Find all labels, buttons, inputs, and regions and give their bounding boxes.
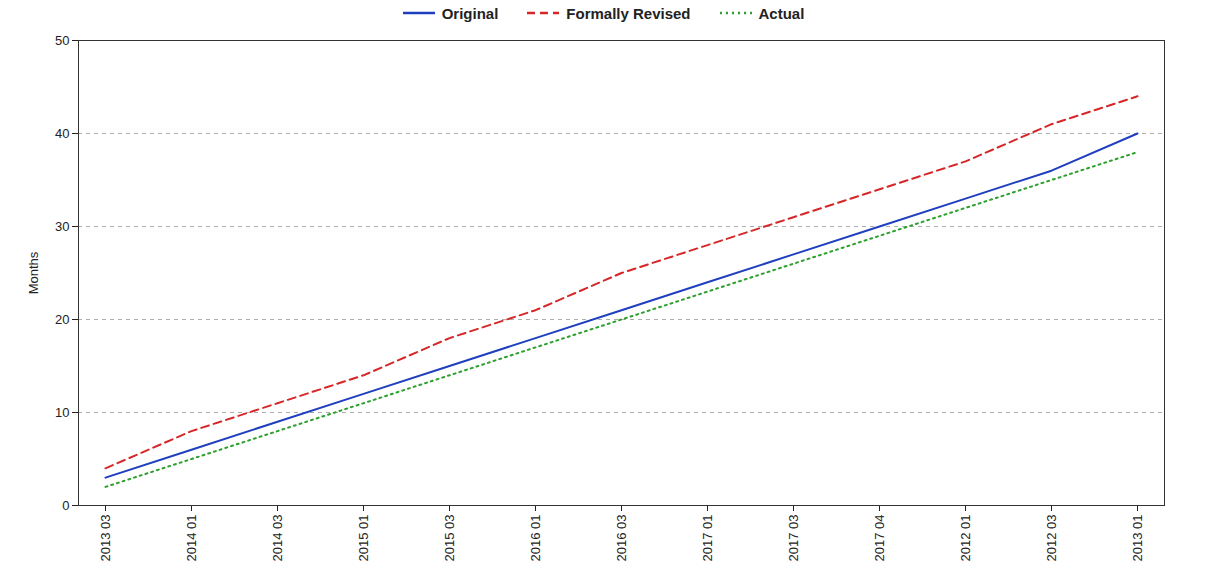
svg-text:Months: Months <box>26 251 41 294</box>
svg-text:2014 01: 2014 01 <box>184 515 199 562</box>
svg-text:2015 03: 2015 03 <box>442 515 457 562</box>
svg-text:2017 04: 2017 04 <box>872 515 887 562</box>
svg-text:2017 03: 2017 03 <box>786 515 801 562</box>
svg-text:2012 01: 2012 01 <box>958 515 973 562</box>
svg-text:10: 10 <box>55 405 69 420</box>
svg-text:2015 01: 2015 01 <box>356 515 371 562</box>
svg-text:2016 03: 2016 03 <box>614 515 629 562</box>
html-text:Formally Revised: Formally Revised <box>566 4 691 22</box>
svg-text:2012 03: 2012 03 <box>1044 515 1059 562</box>
html-text:Original: Original <box>441 4 499 22</box>
svg-text:40: 40 <box>55 126 69 141</box>
svg-text:20: 20 <box>55 312 69 327</box>
svg-text:2013 01: 2013 01 <box>1130 515 1145 562</box>
svg-text:2014 03: 2014 03 <box>270 515 285 562</box>
svg-text:0: 0 <box>62 498 69 513</box>
svg-text:2017 01: 2017 01 <box>700 515 715 562</box>
svg-text:2013 03: 2013 03 <box>98 515 113 562</box>
svg-text:50: 50 <box>55 33 69 48</box>
html-text:Actual: Actual <box>758 4 805 22</box>
svg-text:2016 01: 2016 01 <box>528 515 543 562</box>
svg-text:30: 30 <box>55 219 69 234</box>
